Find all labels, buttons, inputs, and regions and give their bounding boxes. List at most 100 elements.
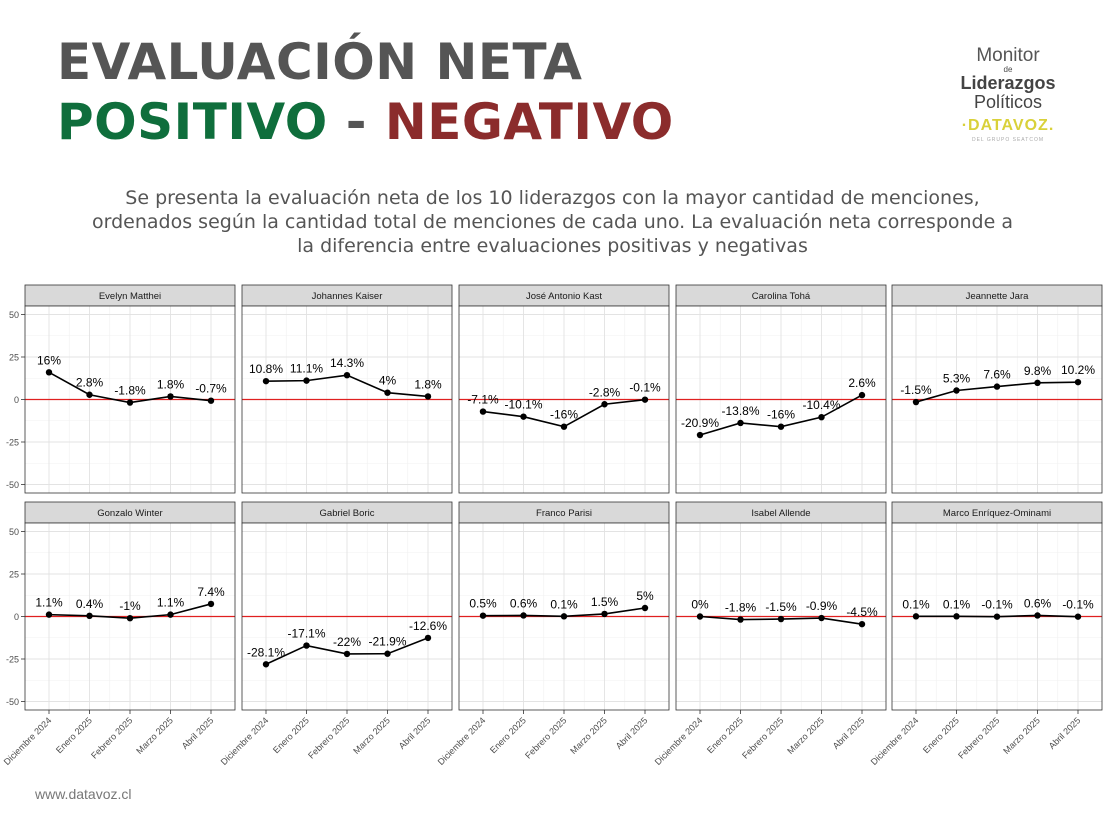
x-tick-label: Enero 2025: [271, 715, 311, 755]
subtitle-line2: ordenados según la cantidad total de men…: [92, 211, 1013, 233]
data-label: 2.6%: [848, 376, 876, 390]
logo-line2: de: [1003, 65, 1013, 74]
data-label: -0.7%: [195, 382, 227, 396]
data-point: [303, 642, 310, 649]
data-label: -17.1%: [287, 627, 325, 641]
facet-title: Carolina Tohá: [752, 291, 811, 302]
data-label: 14.3%: [330, 356, 364, 370]
facet-panel: Marco Enríquez-Ominami 0.1% 0.1% -0.1% 0.6% -…: [869, 501, 1103, 767]
data-point: [818, 413, 825, 421]
logo-tagline: DEL GRUPO SEATCOM: [971, 137, 1044, 143]
data-label: 0.1%: [902, 597, 930, 611]
data-label: -0.1%: [1062, 598, 1094, 612]
data-label: -1.8%: [114, 384, 146, 398]
panel-border: [891, 305, 1103, 494]
title-separator: -: [327, 93, 385, 151]
data-point: [953, 387, 960, 394]
data-label: -0.9%: [806, 599, 838, 613]
data-point: [126, 399, 134, 406]
x-tick-label: Diciembre 2024: [653, 715, 705, 767]
y-tick-label: 0: [14, 395, 19, 405]
logo-brand: ·DATAVOZ.: [961, 117, 1055, 134]
title-negative: NEGATIVO: [384, 93, 674, 151]
facet-panel: Isabel Allende 0% -1.8% -1.5% -0.9% -4.5% Dici…: [653, 501, 887, 767]
facet-panel: Johannes Kaiser 10.8% 11.1% 14.3% 4% 1.8%: [241, 284, 453, 494]
data-label: 0.1%: [943, 597, 971, 611]
x-tick-label: Diciembre 2024: [436, 715, 488, 767]
x-tick-label: Diciembre 2024: [219, 715, 271, 767]
x-tick-label: Marzo 2025: [134, 715, 175, 756]
x-tick-label: Abril 2025: [180, 715, 216, 751]
data-point: [384, 389, 391, 396]
y-tick-label: 25: [9, 353, 19, 363]
data-point: [641, 604, 649, 612]
facet-title: Jeannette Jara: [966, 291, 1030, 302]
panel-border: [458, 305, 670, 494]
facet-panel: Franco Parisi 0.5% 0.6% 0.1% 1.5% 5% Diciembre…: [436, 501, 670, 767]
data-label: 1.1%: [35, 596, 63, 610]
title-positive: POSITIVO: [57, 93, 328, 151]
y-tick-label: 0: [14, 612, 19, 622]
data-label: -13.8%: [721, 404, 759, 418]
data-label: -1.5%: [765, 600, 797, 614]
data-label: 1.5%: [591, 595, 619, 609]
data-label: 1.8%: [157, 377, 185, 391]
panel-border: [24, 305, 236, 494]
facet-title: Gonzalo Winter: [97, 508, 162, 519]
logo-line4: Políticos: [973, 92, 1043, 112]
data-label: -12.6%: [409, 619, 447, 633]
datavoz-logo: Monitor de Liderazgos Políticos ·DATAVOZ…: [938, 46, 1078, 144]
footer-url: www.datavoz.cl: [35, 786, 132, 802]
data-point: [45, 611, 53, 618]
data-point: [520, 413, 527, 420]
data-label: -21.9%: [368, 635, 406, 649]
data-point: [207, 397, 215, 404]
subtitle-line3: la diferencia entre evaluaciones positiv…: [297, 235, 808, 257]
subtitle-line1: Se presenta la evaluación neta de los 10…: [125, 187, 980, 209]
data-label: 10.8%: [249, 362, 283, 376]
facet-title: José Antonio Kast: [526, 291, 602, 302]
data-point: [858, 620, 866, 628]
x-tick-label: Diciembre 2024: [2, 715, 54, 767]
data-point: [479, 408, 487, 415]
data-point: [777, 423, 785, 430]
data-label: -20.9%: [681, 416, 719, 430]
data-label: -10.4%: [802, 398, 840, 412]
facet-title: Gabriel Boric: [320, 508, 375, 519]
data-label: 10.2%: [1061, 363, 1095, 377]
data-label: 9.8%: [1024, 364, 1052, 378]
data-point: [993, 613, 1001, 620]
data-label: 7.4%: [197, 585, 225, 599]
data-point: [303, 377, 310, 384]
subtitle: Se presenta la evaluación neta de los 10…: [20, 186, 1085, 258]
data-point: [1034, 612, 1041, 619]
data-point: [912, 398, 920, 406]
data-label: 16%: [37, 353, 61, 367]
data-label: -16%: [550, 408, 578, 422]
facet-title: Marco Enríquez-Ominami: [943, 508, 1051, 519]
facet-panel: Gabriel Boric -28.1%-17.1% -22% -21.9%-12.6…: [219, 501, 453, 767]
data-label: -1%: [119, 599, 141, 613]
data-point: [167, 611, 174, 618]
data-point: [86, 391, 93, 398]
data-point: [737, 616, 744, 623]
data-point: [424, 634, 432, 642]
data-label: -1.8%: [725, 601, 757, 615]
data-point: [1074, 378, 1082, 386]
data-label: -16%: [767, 408, 795, 422]
data-label: 1.8%: [414, 377, 442, 391]
x-tick-label: Febrero 2025: [740, 715, 785, 760]
data-label: 4%: [379, 374, 397, 388]
data-point: [601, 401, 608, 408]
x-tick-label: Abril 2025: [831, 715, 867, 751]
facet-panel: José Antonio Kast -7.1% -10.1% -16% -2.8% -0.…: [458, 284, 670, 494]
data-point: [737, 419, 744, 427]
data-point: [262, 661, 270, 668]
x-tick-label: Febrero 2025: [306, 715, 351, 760]
x-tick-label: Marzo 2025: [568, 715, 609, 756]
data-point: [641, 396, 649, 403]
x-tick-label: Abril 2025: [397, 715, 433, 751]
data-label: 5.3%: [943, 371, 971, 385]
facet-title: Isabel Allende: [751, 508, 810, 519]
data-point: [818, 614, 825, 622]
